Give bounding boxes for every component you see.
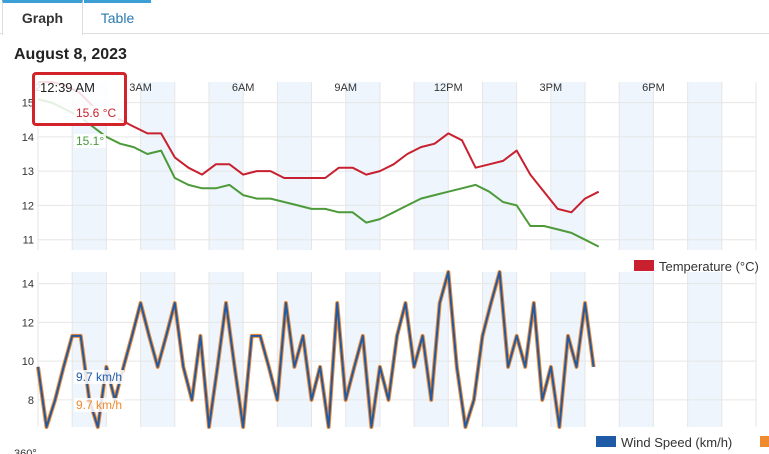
y-tick-label: 13 bbox=[22, 166, 34, 178]
x-tick-label: 12PM bbox=[434, 82, 463, 94]
legend-label-wind: Wind Speed (km/h) bbox=[621, 435, 732, 450]
tab-bar: Graph Table bbox=[0, 0, 769, 35]
y-tick-label: 11 bbox=[23, 235, 34, 247]
tooltip-dewpoint: 15.1° bbox=[74, 134, 107, 148]
y-tick-label: 12 bbox=[22, 317, 34, 329]
tab-graph[interactable]: Graph bbox=[2, 0, 83, 35]
x-tick-label: 3PM bbox=[540, 82, 563, 94]
y-tick-label: 10 bbox=[22, 356, 34, 368]
hour-band bbox=[277, 82, 312, 250]
hour-band bbox=[345, 82, 380, 250]
series-line-dewpoint bbox=[37, 98, 600, 248]
legend-label-temperature: Temperature (°C) bbox=[659, 259, 759, 274]
y-tick-label: 8 bbox=[28, 395, 34, 407]
legend-swatch-gust bbox=[760, 436, 769, 447]
chart-date-title: August 8, 2023 bbox=[14, 46, 127, 63]
y-tick-label: 14 bbox=[22, 132, 34, 144]
y-tick-label: 12 bbox=[22, 200, 34, 212]
hour-band bbox=[414, 82, 449, 250]
tooltip-wind: 9.7 km/h bbox=[74, 370, 125, 384]
series-line-wind-top bbox=[37, 271, 595, 428]
hour-band bbox=[550, 82, 586, 250]
tab-table[interactable]: Table bbox=[84, 0, 151, 34]
cut-off-axis-label: 360° bbox=[14, 448, 37, 454]
tooltip-time: 12:39 AM bbox=[40, 80, 95, 95]
legend-swatch-wind bbox=[596, 436, 616, 447]
x-tick-label: 6AM bbox=[232, 82, 255, 94]
hour-band bbox=[619, 82, 654, 250]
series-line-temperature bbox=[38, 81, 600, 214]
x-tick-label: 9AM bbox=[334, 82, 357, 94]
x-tick-label: 3AM bbox=[129, 82, 152, 94]
y-tick-label: 14 bbox=[22, 279, 34, 291]
y-tick-label: 15 bbox=[22, 98, 34, 110]
hour-band bbox=[619, 272, 654, 427]
tooltip-gust: 9.7 km/h bbox=[74, 398, 125, 412]
hour-band bbox=[687, 272, 722, 427]
hour-band bbox=[687, 82, 722, 250]
legend-swatch-temperature bbox=[634, 260, 654, 271]
hour-band bbox=[482, 82, 517, 250]
x-tick-label: 6PM bbox=[642, 82, 665, 94]
hour-band bbox=[140, 272, 175, 427]
tooltip-temperature: 15.6 °C bbox=[74, 106, 119, 120]
